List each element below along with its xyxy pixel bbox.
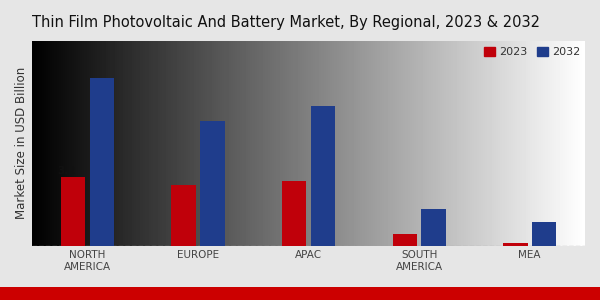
Bar bbox=[282, 181, 307, 246]
Bar bbox=[61, 177, 85, 246]
Text: Thin Film Photovoltaic And Battery Market, By Regional, 2023 & 2032: Thin Film Photovoltaic And Battery Marke… bbox=[32, 15, 540, 30]
Legend: 2023, 2032: 2023, 2032 bbox=[479, 42, 585, 62]
Bar bbox=[503, 243, 527, 246]
Bar bbox=[421, 209, 446, 246]
Bar bbox=[532, 222, 556, 246]
Bar bbox=[89, 78, 114, 246]
Bar bbox=[311, 106, 335, 246]
Bar bbox=[200, 121, 224, 246]
Bar bbox=[172, 185, 196, 246]
Y-axis label: Market Size in USD Billion: Market Size in USD Billion bbox=[15, 67, 28, 219]
Bar bbox=[392, 234, 417, 246]
Text: 3.2: 3.2 bbox=[58, 166, 76, 176]
